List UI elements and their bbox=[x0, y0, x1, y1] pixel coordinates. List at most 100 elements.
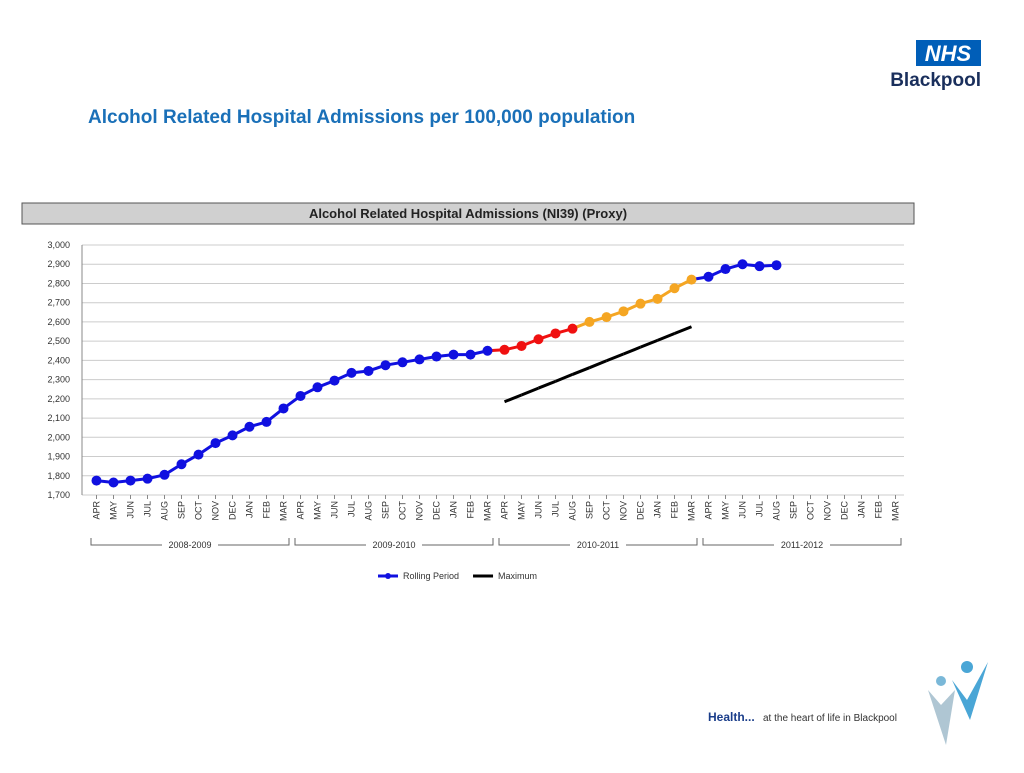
point bbox=[176, 459, 187, 470]
point bbox=[210, 438, 221, 449]
point bbox=[244, 421, 255, 432]
y-tick-label: 2,300 bbox=[47, 375, 70, 385]
x-tick-label: NOV bbox=[823, 501, 833, 521]
y-tick-label: 2,100 bbox=[47, 413, 70, 423]
point bbox=[720, 264, 731, 275]
x-tick-label: FEB bbox=[262, 501, 272, 519]
group-label-bg bbox=[366, 539, 422, 551]
x-tick-label: AUG bbox=[772, 501, 782, 521]
line-segment bbox=[622, 345, 642, 356]
x-tick-label: JUN bbox=[534, 501, 544, 519]
point bbox=[618, 306, 629, 317]
x-tick-label: NOV bbox=[619, 501, 629, 521]
x-tick-label: DEC bbox=[432, 501, 442, 521]
x-tick-label: DEC bbox=[636, 501, 646, 521]
y-tick-label: 1,900 bbox=[47, 452, 70, 462]
point bbox=[329, 375, 340, 386]
line-segment bbox=[571, 366, 591, 376]
x-tick-label: NOV bbox=[211, 501, 221, 521]
point bbox=[686, 274, 697, 285]
group-label: 2008-2009 bbox=[168, 540, 211, 550]
group-label: 2009-2010 bbox=[372, 540, 415, 550]
x-tick-label: NOV bbox=[415, 501, 425, 521]
x-tick-label: AUG bbox=[568, 501, 578, 521]
point bbox=[295, 390, 306, 401]
line-segment bbox=[588, 359, 608, 370]
x-tick-label: APR bbox=[296, 501, 306, 520]
point bbox=[414, 354, 425, 365]
point bbox=[278, 403, 289, 414]
x-tick-label: SEP bbox=[585, 501, 595, 519]
point bbox=[465, 349, 476, 360]
point bbox=[550, 328, 561, 339]
y-tick-label: 3,000 bbox=[47, 240, 70, 250]
point bbox=[91, 475, 102, 486]
x-tick-label: OCT bbox=[194, 501, 204, 521]
x-tick-label: APR bbox=[704, 501, 714, 520]
x-tick-label: SEP bbox=[789, 501, 799, 519]
x-tick-label: APR bbox=[500, 501, 510, 520]
footer-lead: Health... bbox=[708, 710, 755, 724]
x-tick-label: OCT bbox=[806, 501, 816, 521]
x-tick-label: OCT bbox=[602, 501, 612, 521]
point bbox=[601, 312, 612, 323]
x-tick-label: DEC bbox=[228, 501, 238, 521]
line-segment bbox=[605, 352, 625, 363]
line-segment bbox=[656, 332, 676, 342]
point bbox=[363, 365, 374, 376]
point bbox=[737, 259, 748, 270]
x-tick-label: APR bbox=[92, 501, 102, 520]
group-label-bg bbox=[570, 539, 626, 551]
point bbox=[159, 469, 170, 480]
x-tick-label: JAN bbox=[857, 501, 867, 518]
x-tick-label: SEP bbox=[177, 501, 187, 519]
x-tick-label: JUL bbox=[755, 501, 765, 517]
y-tick-label: 2,900 bbox=[47, 259, 70, 269]
point bbox=[448, 349, 459, 360]
point bbox=[431, 351, 442, 362]
x-tick-label: JUL bbox=[551, 501, 561, 517]
x-tick-label: JAN bbox=[653, 501, 663, 518]
point bbox=[533, 334, 544, 345]
group-label-bg bbox=[162, 539, 218, 551]
point bbox=[227, 430, 238, 441]
point bbox=[584, 316, 595, 327]
point bbox=[669, 283, 680, 294]
point bbox=[652, 293, 663, 304]
x-tick-label: AUG bbox=[364, 501, 374, 521]
point bbox=[261, 416, 272, 427]
line-segment bbox=[520, 386, 540, 397]
point bbox=[380, 360, 391, 371]
x-tick-label: JAN bbox=[449, 501, 459, 518]
point bbox=[516, 340, 527, 351]
chart-title: Alcohol Related Hospital Admissions (NI3… bbox=[309, 206, 627, 221]
group-label: 2010-2011 bbox=[577, 540, 619, 550]
point bbox=[703, 271, 714, 282]
y-tick-label: 2,400 bbox=[47, 355, 70, 365]
x-tick-label: FEB bbox=[466, 501, 476, 519]
x-tick-label: MAR bbox=[483, 501, 493, 522]
logo-box bbox=[916, 40, 981, 66]
logo-sub: Blackpool bbox=[890, 70, 981, 91]
x-tick-label: MAY bbox=[109, 501, 119, 520]
point bbox=[125, 475, 136, 486]
logo: NHS bbox=[925, 41, 972, 66]
point bbox=[754, 261, 765, 272]
point bbox=[771, 260, 782, 271]
point bbox=[312, 382, 323, 393]
point bbox=[499, 344, 510, 355]
x-tick-label: JUN bbox=[126, 501, 136, 519]
y-tick-label: 2,800 bbox=[47, 278, 70, 288]
line-segment bbox=[537, 379, 557, 390]
x-tick-label: MAR bbox=[279, 501, 289, 522]
x-tick-label: MAR bbox=[687, 501, 697, 522]
point bbox=[397, 357, 408, 368]
point bbox=[193, 449, 204, 460]
x-tick-label: FEB bbox=[670, 501, 680, 519]
x-tick-label: OCT bbox=[398, 501, 408, 521]
point bbox=[482, 345, 493, 356]
y-tick-label: 1,700 bbox=[47, 490, 70, 500]
line-segment bbox=[673, 325, 693, 335]
line-segment bbox=[554, 373, 574, 383]
